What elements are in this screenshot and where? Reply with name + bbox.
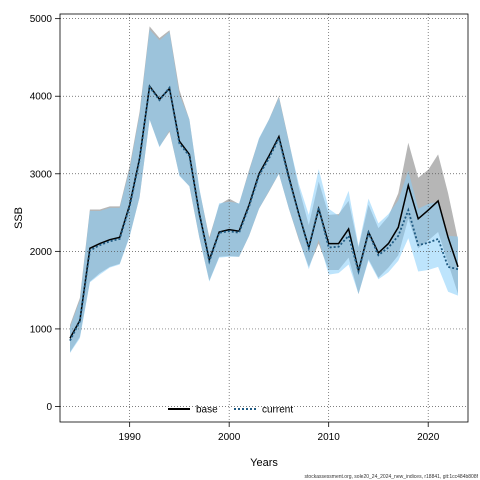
y-tick-label-3000: 3000 [30,169,53,180]
y-tick-label-1000: 1000 [30,324,53,335]
legend: base current [168,405,293,416]
y-axis-title: SSB [13,207,25,229]
y-axis-ticks: 0 1000 2000 3000 4000 5000 [30,14,60,413]
y-tick-label-4000: 4000 [30,92,53,103]
y-tick-label-2000: 2000 [30,247,53,258]
grid-lines [60,14,468,422]
plot-frame [59,13,469,423]
confidence-bands [70,26,458,353]
line-current [69,84,459,342]
x-axis-ticks: 1990 2000 2010 2020 [119,422,440,443]
y-tick-label-0: 0 [46,402,52,413]
x-tick-label-1990: 1990 [119,432,142,443]
legend-label-current: current [262,405,293,416]
x-tick-label-2020: 2020 [417,432,440,443]
y-tick-label-5000: 5000 [30,14,53,25]
footer-source-text: stockassessment.org, sole20_24_2024_new_… [305,474,479,480]
band-current [70,29,458,353]
x-axis-title: Years [250,457,278,469]
series-lines [69,84,459,342]
legend-label-base: base [196,405,218,416]
x-tick-label-2010: 2010 [318,432,341,443]
x-tick-label-2000: 2000 [218,432,241,443]
